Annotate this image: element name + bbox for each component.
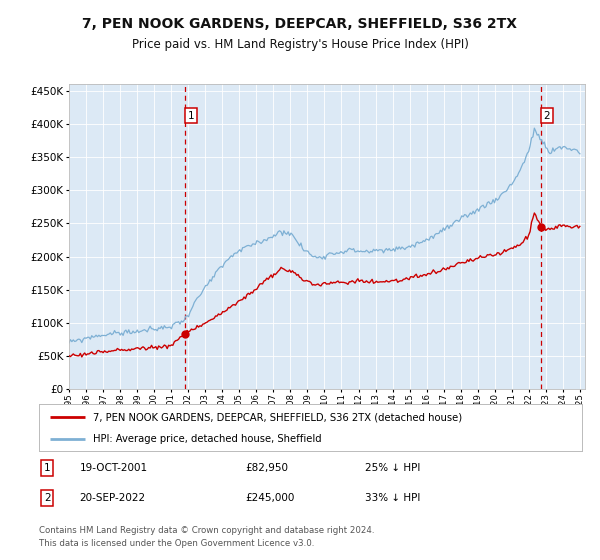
Text: 1: 1 (44, 463, 50, 473)
Text: 20-SEP-2022: 20-SEP-2022 (80, 493, 146, 503)
Text: £82,950: £82,950 (245, 463, 289, 473)
Text: This data is licensed under the Open Government Licence v3.0.: This data is licensed under the Open Gov… (39, 539, 314, 548)
Text: 7, PEN NOOK GARDENS, DEEPCAR, SHEFFIELD, S36 2TX (detached house): 7, PEN NOOK GARDENS, DEEPCAR, SHEFFIELD,… (94, 412, 463, 422)
Text: HPI: Average price, detached house, Sheffield: HPI: Average price, detached house, Shef… (94, 434, 322, 444)
Text: £245,000: £245,000 (245, 493, 295, 503)
Text: Contains HM Land Registry data © Crown copyright and database right 2024.: Contains HM Land Registry data © Crown c… (39, 526, 374, 535)
Text: 19-OCT-2001: 19-OCT-2001 (80, 463, 148, 473)
Text: 1: 1 (187, 110, 194, 120)
Text: 2: 2 (44, 493, 50, 503)
Text: 2: 2 (544, 110, 550, 120)
Text: 25% ↓ HPI: 25% ↓ HPI (365, 463, 420, 473)
Text: 33% ↓ HPI: 33% ↓ HPI (365, 493, 420, 503)
Text: 7, PEN NOOK GARDENS, DEEPCAR, SHEFFIELD, S36 2TX: 7, PEN NOOK GARDENS, DEEPCAR, SHEFFIELD,… (83, 16, 517, 30)
Text: Price paid vs. HM Land Registry's House Price Index (HPI): Price paid vs. HM Land Registry's House … (131, 38, 469, 52)
